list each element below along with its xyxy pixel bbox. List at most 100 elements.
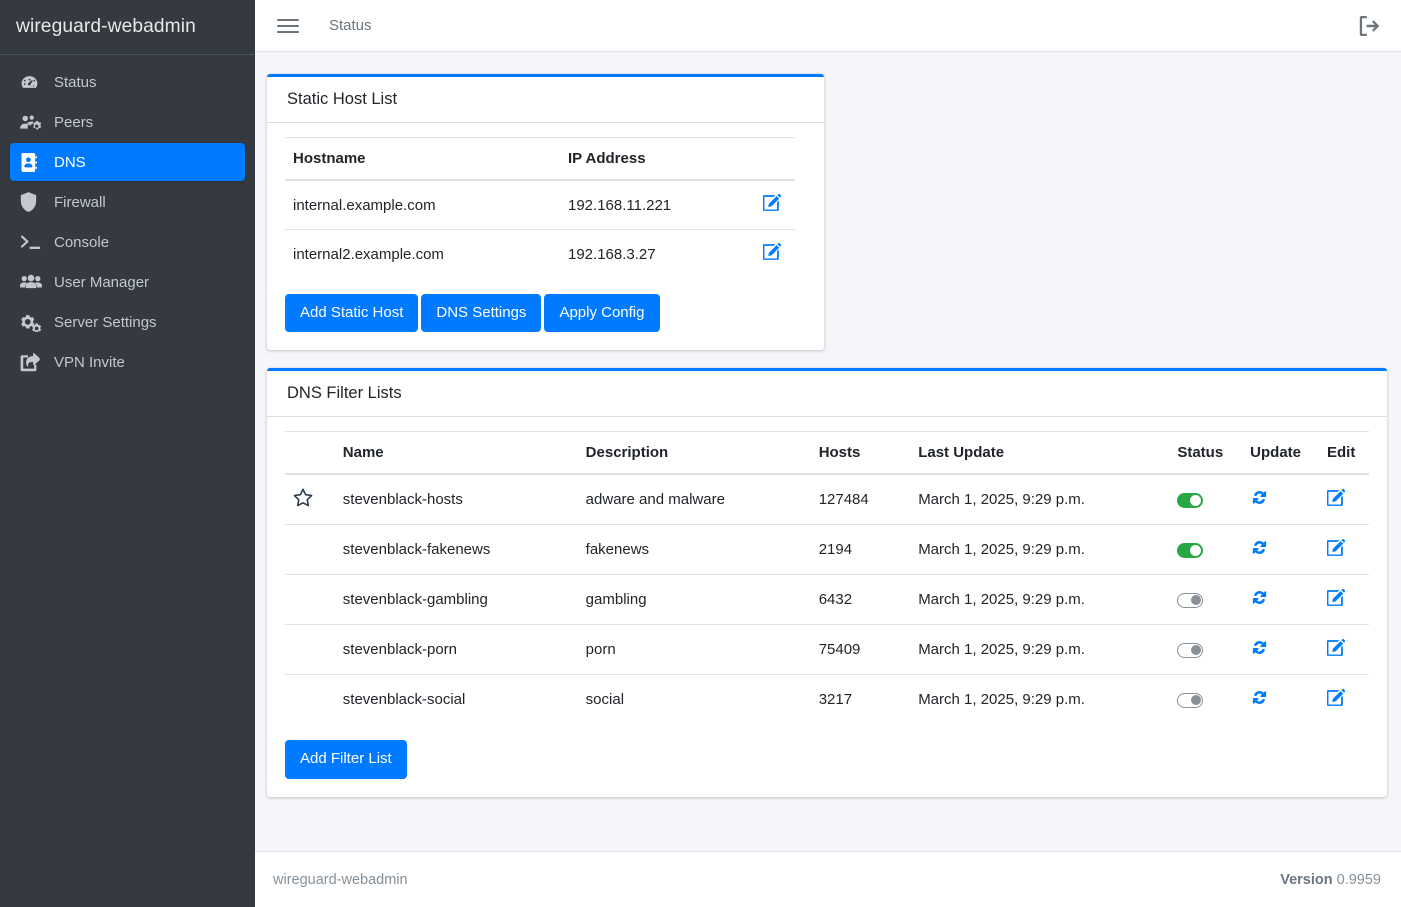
column-header-description: Description <box>577 431 811 476</box>
cell-edit <box>755 229 795 278</box>
column-header-last-update: Last Update <box>910 431 1170 476</box>
cell-update <box>1242 524 1320 575</box>
topbar: Status <box>255 0 1401 52</box>
edit-icon[interactable] <box>1327 688 1346 707</box>
card-title: DNS Filter Lists <box>287 384 402 403</box>
users-icon <box>20 274 48 291</box>
sign-out-icon[interactable] <box>1359 15 1381 36</box>
table-row: stevenblack-social social 3217 March 1, 202… <box>285 674 1369 725</box>
cell-edit <box>1319 574 1369 625</box>
status-toggle[interactable] <box>1177 542 1204 558</box>
dns-filter-lists-card: DNS Filter Lists Name Description Hosts … <box>267 368 1387 797</box>
cell-edit <box>1319 524 1369 575</box>
card-body: Hostname IP Address internal.example.com… <box>267 123 824 350</box>
table-body: stevenblack-hosts adware and malware 12748… <box>285 473 1369 725</box>
cell-star <box>285 674 335 725</box>
status-toggle[interactable] <box>1177 642 1204 658</box>
content-area: Static Host List Hostname IP Address int… <box>255 52 1401 851</box>
star-icon[interactable] <box>293 488 313 507</box>
cell-star[interactable] <box>285 473 335 525</box>
cell-star <box>285 624 335 675</box>
dns-settings-button[interactable]: DNS Settings <box>421 294 542 333</box>
cell-status <box>1169 624 1243 675</box>
cell-name: stevenblack-porn <box>334 624 578 675</box>
hamburger-bar <box>277 18 299 21</box>
status-toggle[interactable] <box>1177 692 1204 708</box>
sidebar-item-console[interactable]: Console <box>10 223 245 261</box>
sidebar-nav: Status Peers <box>0 55 255 383</box>
cell-hosts: 6432 <box>810 574 911 625</box>
cell-ip-address: 192.168.3.27 <box>560 229 755 278</box>
edit-icon[interactable] <box>763 194 781 212</box>
sidebar-item-status[interactable]: Status <box>10 63 245 101</box>
topbar-title[interactable]: Status <box>329 17 372 34</box>
cell-hostname: internal2.example.com <box>285 229 560 278</box>
sync-icon[interactable] <box>1250 588 1269 607</box>
edit-icon[interactable] <box>763 243 781 261</box>
table-row: internal2.example.com 192.168.3.27 <box>285 229 795 278</box>
hamburger-bar <box>277 30 299 33</box>
cell-name: stevenblack-social <box>334 674 578 725</box>
sidebar-item-label: Firewall <box>54 193 106 211</box>
brand-text: wireguard-webadmin <box>16 16 196 37</box>
cogs-icon <box>20 313 48 332</box>
add-filter-list-button[interactable]: Add Filter List <box>285 740 407 779</box>
hamburger-icon[interactable] <box>277 15 299 37</box>
column-header-star <box>285 431 335 476</box>
address-book-icon <box>20 152 48 172</box>
cell-name: stevenblack-gambling <box>334 574 578 625</box>
cell-last-update: March 1, 2025, 9:29 p.m. <box>910 574 1170 625</box>
static-host-table: Hostname IP Address internal.example.com… <box>285 137 795 278</box>
static-host-button-row: Add Static Host DNS Settings Apply Confi… <box>285 294 806 333</box>
column-header-hosts: Hosts <box>810 431 911 476</box>
column-header-ip-address: IP Address <box>560 137 755 181</box>
edit-icon[interactable] <box>1327 488 1346 507</box>
cell-update <box>1242 473 1320 525</box>
edit-icon[interactable] <box>1327 538 1346 557</box>
cell-hostname: internal.example.com <box>293 196 436 214</box>
sync-icon[interactable] <box>1250 488 1269 507</box>
cell-edit <box>755 180 795 230</box>
cell-edit <box>1319 473 1369 525</box>
sync-icon[interactable] <box>1250 638 1269 657</box>
footer-version-value: 0.9959 <box>1336 871 1381 888</box>
cell-description: fakenews <box>577 524 811 575</box>
sidebar-item-label: Peers <box>54 113 94 131</box>
edit-icon[interactable] <box>1327 588 1346 607</box>
add-static-host-button[interactable]: Add Static Host <box>285 294 419 333</box>
hamburger-bar <box>277 24 299 27</box>
share-square-icon <box>20 352 48 372</box>
status-toggle[interactable] <box>1177 592 1204 608</box>
sync-icon[interactable] <box>1250 688 1269 707</box>
column-header-hostname: Hostname <box>285 137 560 181</box>
edit-icon[interactable] <box>1327 638 1346 657</box>
status-toggle[interactable] <box>1177 492 1204 508</box>
cell-description: social <box>577 674 811 725</box>
table-header-row: Name Description Hosts Last Update Statu… <box>285 431 1369 476</box>
cell-hosts: 3217 <box>810 674 911 725</box>
dns-filter-table: Name Description Hosts Last Update Statu… <box>285 431 1369 725</box>
cell-update <box>1242 674 1320 725</box>
sidebar-item-server-settings[interactable]: Server Settings <box>10 303 245 341</box>
cell-status <box>1169 674 1243 725</box>
cell-description: adware and malware <box>577 473 811 525</box>
column-header-name: Name <box>334 431 578 476</box>
filter-button-row: Add Filter List <box>285 740 1369 779</box>
sidebar-item-user-manager[interactable]: User Manager <box>10 263 245 301</box>
sidebar-item-peers[interactable]: Peers <box>10 103 245 141</box>
card-title: Static Host List <box>287 90 398 108</box>
terminal-icon <box>20 233 48 251</box>
column-header-status: Status <box>1169 431 1243 476</box>
main-area: Status Static Host List Hostname IP Addr… <box>255 0 1401 907</box>
sidebar-item-firewall[interactable]: Firewall <box>10 183 245 221</box>
cell-edit <box>1319 674 1369 725</box>
sync-icon[interactable] <box>1250 538 1269 557</box>
cell-status <box>1169 524 1243 575</box>
cell-name: stevenblack-fakenews <box>334 524 578 575</box>
apply-config-button[interactable]: Apply Config <box>544 294 660 333</box>
sidebar-brand[interactable]: wireguard-webadmin <box>0 0 255 55</box>
sidebar: wireguard-webadmin Status Peers <box>0 0 255 907</box>
table-head: Name Description Hosts Last Update Statu… <box>285 431 1369 476</box>
sidebar-item-vpn-invite[interactable]: VPN Invite <box>10 343 245 381</box>
sidebar-item-dns[interactable]: DNS <box>10 143 245 181</box>
